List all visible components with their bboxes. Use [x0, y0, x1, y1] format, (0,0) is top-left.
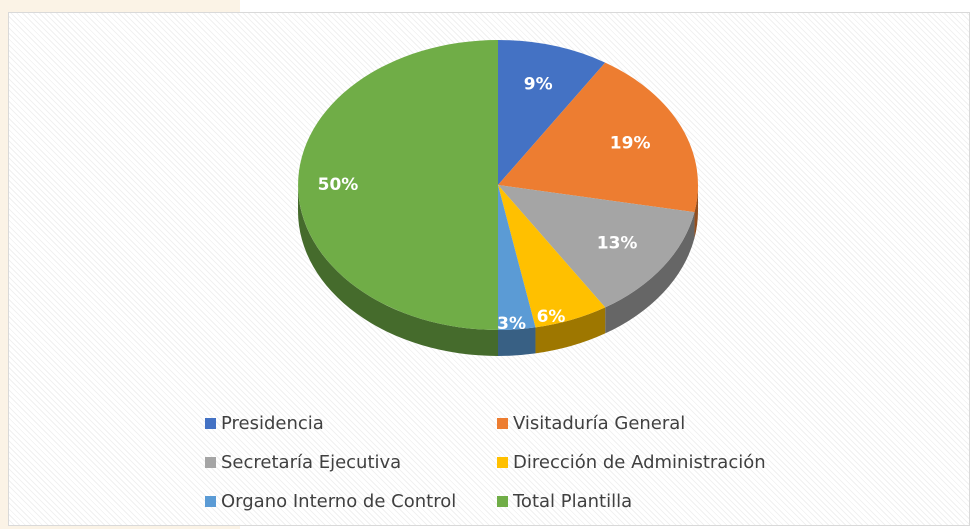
slice-side — [605, 212, 695, 334]
value-label: 3% — [497, 314, 526, 334]
value-label: 9% — [524, 75, 553, 95]
legend-label: Total Plantilla — [512, 491, 632, 512]
value-label: 50% — [318, 175, 359, 195]
slice-side — [694, 185, 698, 239]
slice — [298, 40, 498, 330]
slice — [498, 62, 699, 213]
legend-swatch — [205, 418, 216, 429]
legend-swatch — [205, 457, 216, 468]
value-label: 13% — [597, 234, 638, 254]
slice-side — [298, 185, 498, 356]
slice — [498, 185, 536, 330]
slice-side — [498, 327, 536, 356]
slice — [498, 185, 695, 308]
legend-swatch — [497, 496, 508, 507]
legend-swatch — [497, 457, 508, 468]
value-label: 6% — [537, 307, 566, 327]
value-label: 19% — [610, 134, 651, 154]
slice-side — [535, 307, 606, 354]
slice — [498, 40, 606, 185]
legend-label: Secretaría Ejecutiva — [221, 452, 401, 473]
legend-label: Visitaduría General — [513, 413, 685, 434]
legend-swatch — [205, 496, 216, 507]
legend-swatch — [497, 418, 508, 429]
legend-label: Organo Interno de Control — [221, 491, 456, 512]
slice — [498, 185, 606, 328]
legend-label: Dirección de Administración — [513, 452, 766, 473]
legend-label: Presidencia — [221, 413, 324, 434]
